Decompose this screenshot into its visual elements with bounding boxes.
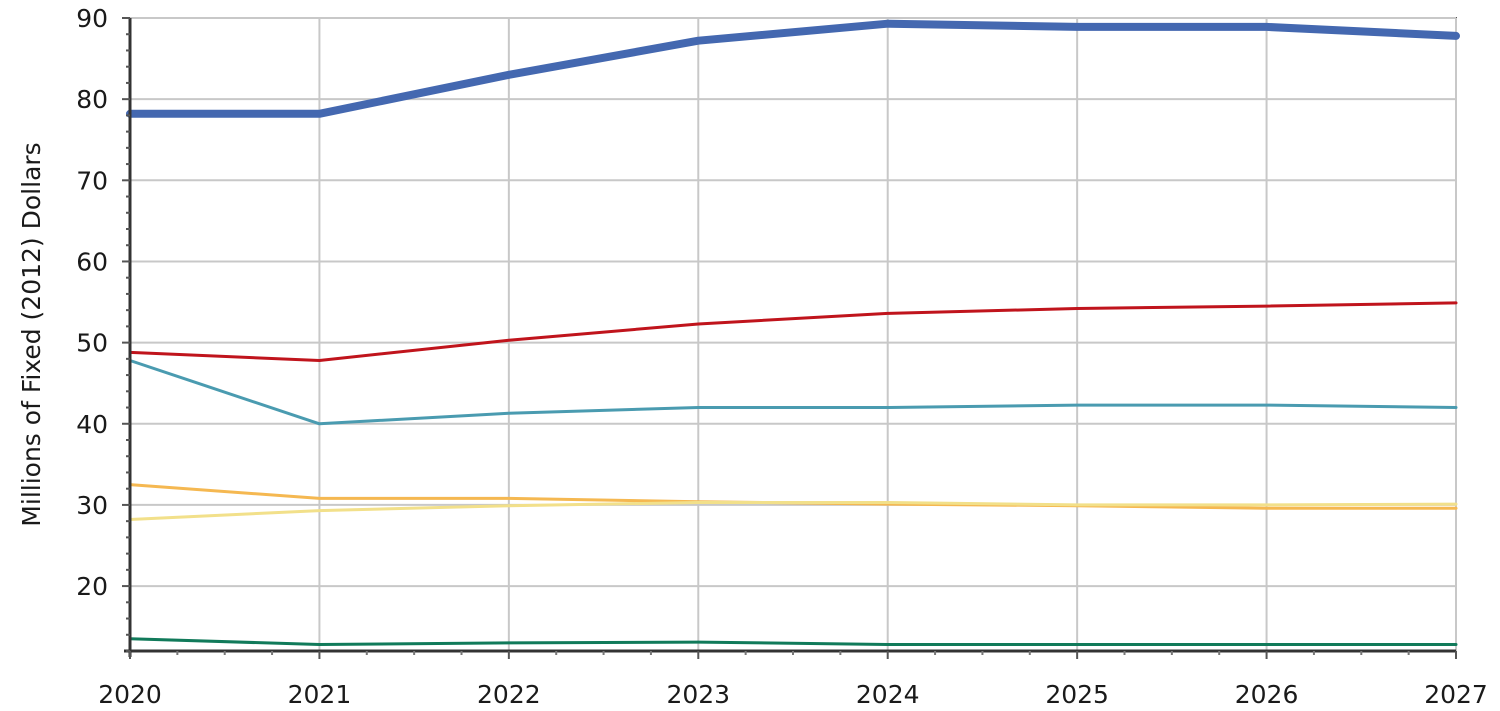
y-tick-label: 30 xyxy=(76,491,108,520)
tick-labels: 20 30 40 50 60 70 80 90 2020 2021 2022 2023 2024 2025… xyxy=(76,4,1488,709)
plot-area xyxy=(129,17,1457,652)
grid xyxy=(129,17,1457,652)
y-tick-label: 90 xyxy=(76,4,108,33)
x-tick-label: 2026 xyxy=(1235,680,1299,709)
y-tick-label: 70 xyxy=(76,166,108,195)
y-tick-label: 40 xyxy=(76,410,108,439)
y-tick-label: 20 xyxy=(76,572,108,601)
y-tick-label: 80 xyxy=(76,85,108,114)
x-tick-label: 2023 xyxy=(666,680,730,709)
series-lines xyxy=(126,19,1460,646)
axes xyxy=(122,17,1457,659)
y-axis-title: Millions of Fixed (2012) Dollars xyxy=(17,142,46,526)
y-tick-label: 50 xyxy=(76,329,108,358)
series-line-1 xyxy=(126,19,1460,118)
series-line-6 xyxy=(128,637,1458,646)
series-line-5 xyxy=(128,501,1458,521)
x-tick-label: 2027 xyxy=(1424,680,1488,709)
y-tick-label: 60 xyxy=(76,247,108,276)
x-tick-label: 2025 xyxy=(1045,680,1109,709)
x-tick-label: 2022 xyxy=(477,680,541,709)
x-tick-label: 2024 xyxy=(856,680,920,709)
series-line-2 xyxy=(128,301,1458,362)
x-tick-label: 2021 xyxy=(288,680,352,709)
series-line-3 xyxy=(128,359,1458,426)
x-tick-label: 2020 xyxy=(98,680,162,709)
